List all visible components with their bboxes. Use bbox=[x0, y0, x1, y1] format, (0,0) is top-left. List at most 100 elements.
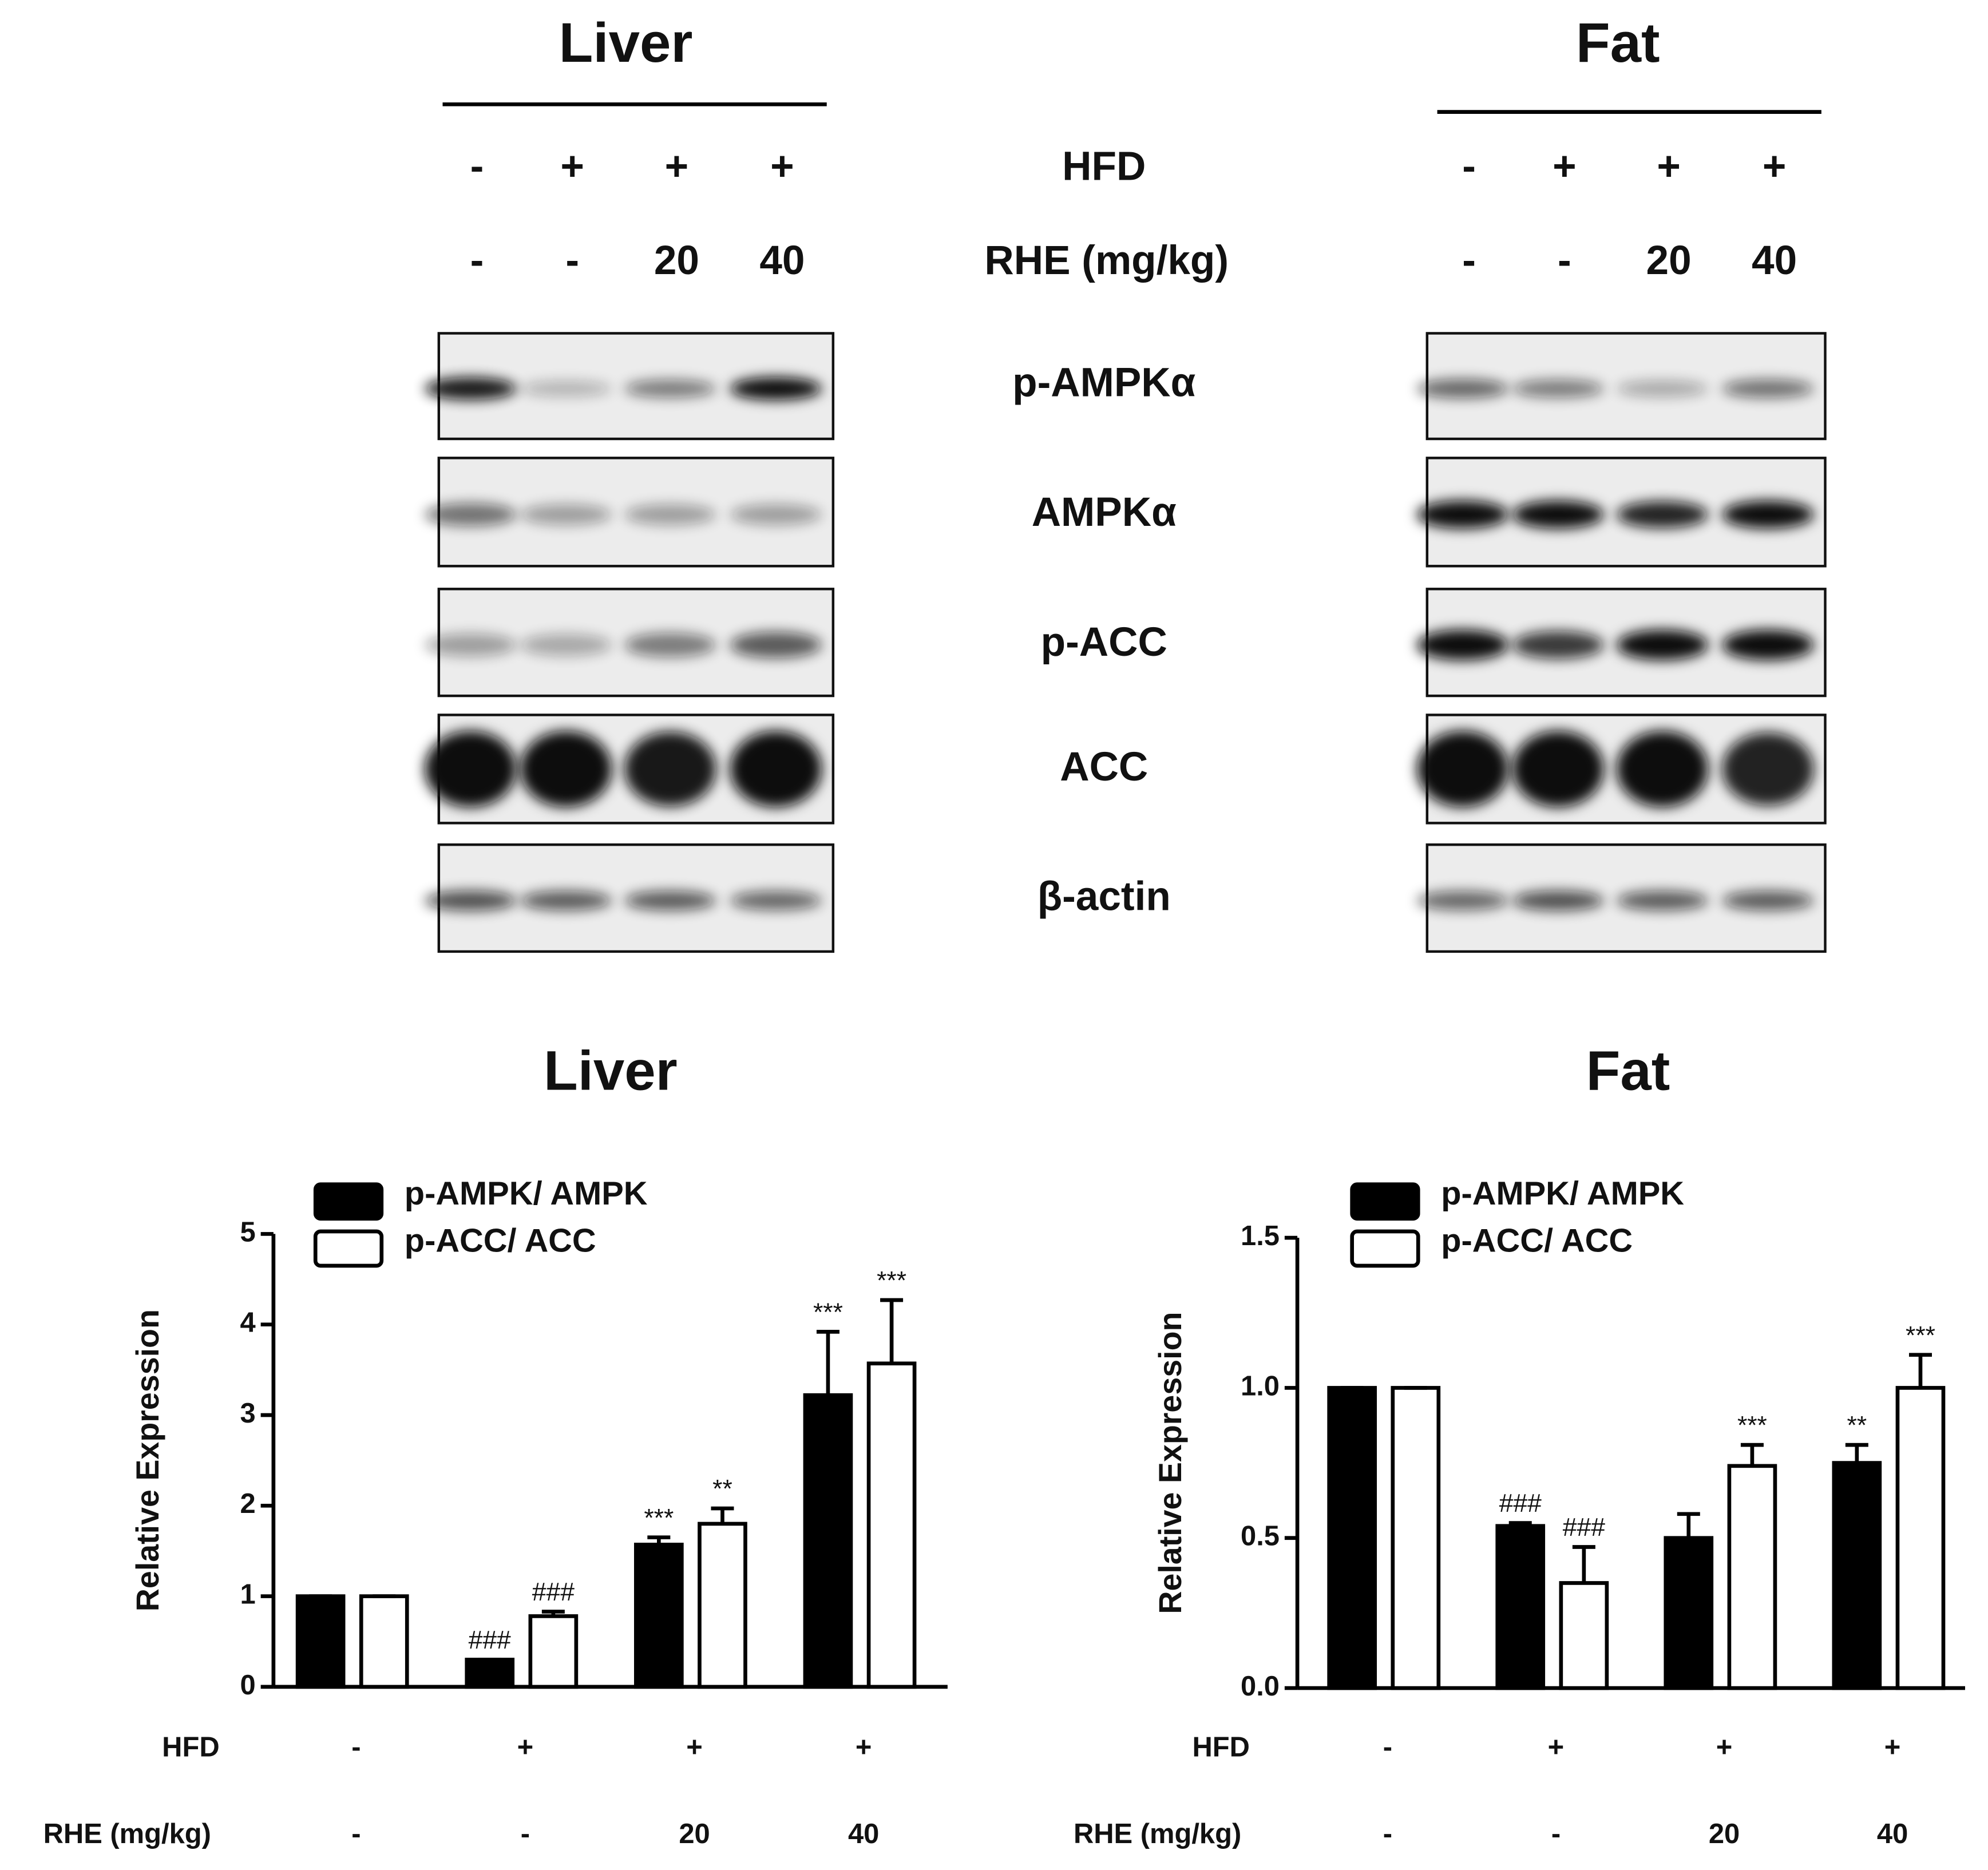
y-tick-label: 5 bbox=[240, 1217, 256, 1247]
legend-swatch bbox=[313, 1229, 384, 1268]
bar bbox=[698, 1522, 747, 1689]
protein-label: p-ACC bbox=[1041, 620, 1167, 665]
blot-band bbox=[1417, 731, 1509, 807]
chart-title: Liver bbox=[544, 1039, 678, 1102]
blot-band bbox=[1512, 890, 1604, 911]
hfd-lane-label: + bbox=[770, 144, 794, 189]
blot-band bbox=[730, 632, 822, 659]
bar bbox=[803, 1393, 853, 1689]
bar bbox=[465, 1658, 515, 1689]
bar bbox=[633, 1543, 684, 1689]
y-tick-label: 1.5 bbox=[1241, 1221, 1280, 1251]
legend-swatch bbox=[1350, 1182, 1420, 1221]
x-tick-label: - bbox=[1551, 1819, 1561, 1849]
blot-band bbox=[1417, 629, 1509, 660]
rhe-lane-label: - bbox=[565, 238, 579, 283]
x-row-name: HFD bbox=[1193, 1732, 1250, 1763]
bar bbox=[295, 1594, 346, 1689]
bar bbox=[528, 1614, 579, 1689]
error-bar bbox=[541, 1610, 565, 1617]
bar bbox=[1895, 1386, 1946, 1690]
y-tick-label: 3 bbox=[240, 1398, 256, 1429]
error-bar bbox=[1908, 1353, 1932, 1388]
legend-label: p-ACC/ ACC bbox=[1441, 1222, 1633, 1259]
bar bbox=[1391, 1386, 1441, 1690]
blot-band bbox=[1417, 500, 1509, 529]
blot-band bbox=[520, 633, 612, 656]
x-tick-label: 40 bbox=[1877, 1819, 1908, 1849]
x-row-name: HFD bbox=[162, 1732, 219, 1763]
legend-swatch bbox=[313, 1182, 384, 1221]
x-row-name: RHE (mg/kg) bbox=[43, 1819, 211, 1849]
blot-band bbox=[624, 504, 716, 525]
x-tick-label: - bbox=[1383, 1819, 1392, 1849]
protein-label: ACC bbox=[1060, 744, 1148, 790]
blot-band bbox=[1722, 890, 1814, 911]
bar bbox=[1495, 1524, 1546, 1690]
rhe-lane-label: - bbox=[1462, 238, 1476, 283]
error-bar bbox=[647, 1535, 671, 1545]
blot-band bbox=[425, 503, 517, 526]
y-tick-label: 4 bbox=[240, 1308, 256, 1338]
y-axis-label: Relative Expression bbox=[1153, 1312, 1188, 1614]
legend-swatch bbox=[1350, 1229, 1420, 1268]
error-bar bbox=[1740, 1443, 1764, 1466]
blot-band bbox=[1722, 379, 1814, 398]
bar bbox=[866, 1361, 917, 1689]
significance-label: ### bbox=[469, 1626, 511, 1654]
blot-band bbox=[425, 633, 517, 656]
hfd-lane-label: + bbox=[1657, 144, 1681, 189]
bar bbox=[1327, 1386, 1377, 1690]
significance-label: ### bbox=[1499, 1489, 1542, 1518]
error-bar bbox=[816, 1330, 839, 1396]
significance-label: *** bbox=[644, 1504, 674, 1532]
blot-band bbox=[1722, 732, 1814, 806]
protein-label: β-actin bbox=[1037, 874, 1171, 920]
x-tick-label: - bbox=[521, 1819, 530, 1849]
hfd-lane-label: + bbox=[560, 144, 584, 189]
significance-label: ### bbox=[1563, 1514, 1605, 1542]
rhe-lane-label: 40 bbox=[1752, 238, 1797, 283]
y-tick-label: 0.5 bbox=[1241, 1521, 1280, 1552]
x-tick-label: + bbox=[856, 1732, 872, 1763]
protein-label: AMPKα bbox=[1032, 490, 1177, 535]
x-tick-label: + bbox=[1716, 1732, 1733, 1763]
blot-band bbox=[1512, 379, 1604, 398]
blot-band bbox=[624, 731, 716, 807]
y-tick-label: 0 bbox=[240, 1670, 256, 1701]
blot-band bbox=[1616, 501, 1709, 528]
blot-band bbox=[520, 890, 612, 911]
x-tick-label: 20 bbox=[1709, 1819, 1740, 1849]
protein-label: p-AMPKα bbox=[1012, 360, 1195, 405]
y-tick-label: 0.0 bbox=[1241, 1671, 1280, 1702]
x-tick-label: + bbox=[686, 1732, 703, 1763]
rhe-lane-label: 20 bbox=[1646, 238, 1692, 283]
x-tick-label: 40 bbox=[848, 1819, 879, 1849]
blot-band bbox=[1722, 500, 1814, 529]
blot-band bbox=[730, 377, 822, 401]
blot-band bbox=[425, 731, 517, 807]
blot-band bbox=[1616, 629, 1709, 660]
bar bbox=[1727, 1464, 1777, 1690]
significance-label: *** bbox=[877, 1267, 906, 1295]
blot-band bbox=[1512, 500, 1604, 529]
significance-label: *** bbox=[1737, 1412, 1767, 1440]
blot-band bbox=[1512, 631, 1604, 659]
significance-label: ** bbox=[1847, 1412, 1867, 1440]
blot-band bbox=[1417, 891, 1509, 910]
legend-label: p-ACC/ ACC bbox=[405, 1222, 596, 1259]
x-tick-label: - bbox=[1383, 1732, 1392, 1763]
blot-title: Fat bbox=[1576, 11, 1660, 74]
bar bbox=[1559, 1581, 1609, 1690]
x-tick-label: - bbox=[351, 1819, 361, 1849]
legend-label: p-AMPK/ AMPK bbox=[1441, 1175, 1684, 1212]
blot-band bbox=[425, 890, 517, 911]
hfd-row-label: HFD bbox=[1062, 144, 1146, 189]
x-tick-label: + bbox=[517, 1732, 534, 1763]
hfd-lane-label: + bbox=[1763, 144, 1787, 189]
error-bar bbox=[1572, 1545, 1595, 1583]
blot-band bbox=[624, 379, 716, 398]
y-tick-label: 1 bbox=[240, 1579, 256, 1610]
blot-band bbox=[520, 731, 612, 807]
